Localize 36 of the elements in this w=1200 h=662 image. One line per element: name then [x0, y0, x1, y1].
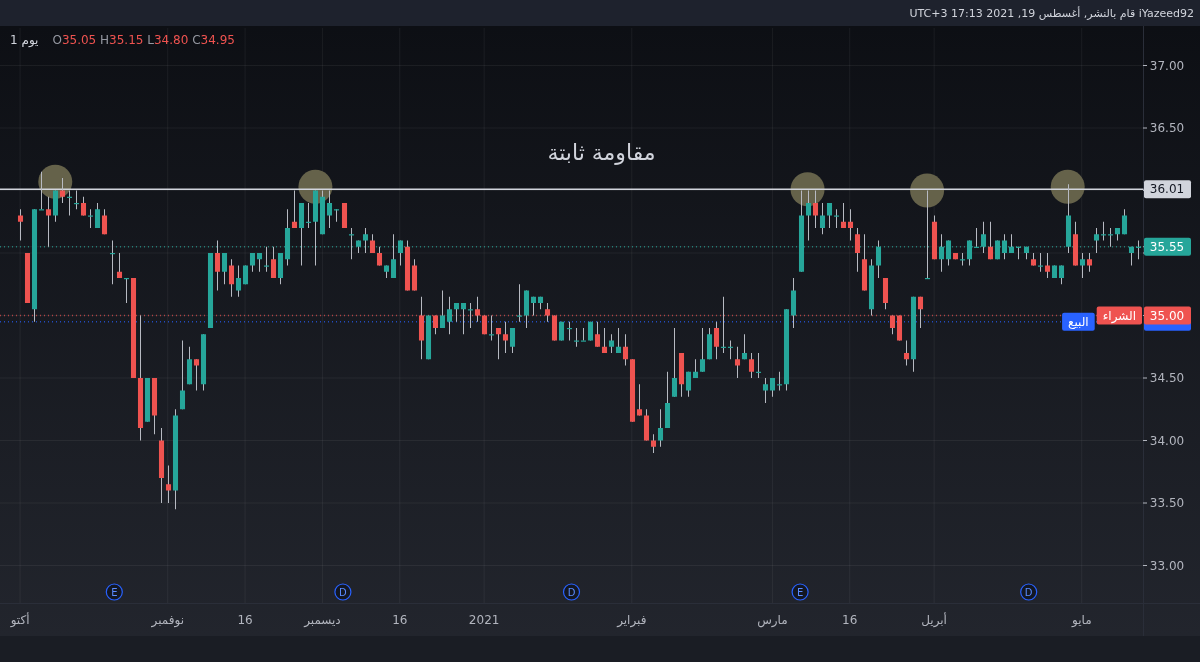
y-tick-label: 33.00 — [1149, 558, 1185, 573]
x-tick-label: أبريل — [921, 613, 947, 627]
x-tick-label: 16 — [237, 613, 253, 627]
x-tick-label: مارس — [757, 613, 788, 627]
note: مقاومة ثابتة — [547, 139, 656, 165]
x-tick-label: 2021 — [468, 613, 500, 627]
annotation: E — [796, 586, 804, 598]
x-tick-label: 16 — [392, 613, 408, 627]
y-tick-label: 35.55 — [1149, 239, 1185, 254]
event-flag: D — [1020, 583, 1038, 601]
y-tick-label: 34.50 — [1149, 371, 1185, 385]
y-tick-label: 35.00 — [1149, 308, 1185, 323]
header-bar: iYazeed92 قام بالنشر, أغسطس 19, 2021 17:13 UTC+3 — [0, 0, 1200, 26]
annotation: E — [111, 586, 118, 598]
y-tick-label: 36.01 — [1149, 182, 1185, 197]
x-tick-label: فبراير — [617, 613, 647, 627]
y-tick-label: 36.50 — [1149, 121, 1185, 135]
annotation: D — [339, 586, 348, 598]
legend-text: 1 يوم — [10, 33, 39, 47]
x-tick-label: 16 — [842, 613, 858, 627]
ref-line-label: الشراء — [1102, 308, 1136, 324]
y-tick-label: 37.00 — [1149, 58, 1185, 73]
event-flag: D — [334, 583, 352, 601]
event-flag: E — [105, 583, 123, 601]
annotation: D — [567, 586, 576, 598]
x-tick-label: مايو — [1071, 613, 1092, 627]
y-tick-label: 33.50 — [1149, 496, 1185, 510]
legend-text: O35.05 H35.15 L34.80 C34.95 — [52, 33, 235, 47]
y-tick-label: 34.00 — [1149, 433, 1185, 448]
x-tick-label: نوفمبر — [151, 613, 184, 627]
annotation: D — [1024, 586, 1033, 598]
x-tick-label: أكتو — [10, 613, 30, 627]
event-flag: E — [791, 583, 809, 601]
x-tick-label: ديسمبر — [304, 613, 341, 627]
price-label: 36.01 — [1144, 180, 1191, 199]
ref-line-label: البيع — [1068, 314, 1089, 329]
